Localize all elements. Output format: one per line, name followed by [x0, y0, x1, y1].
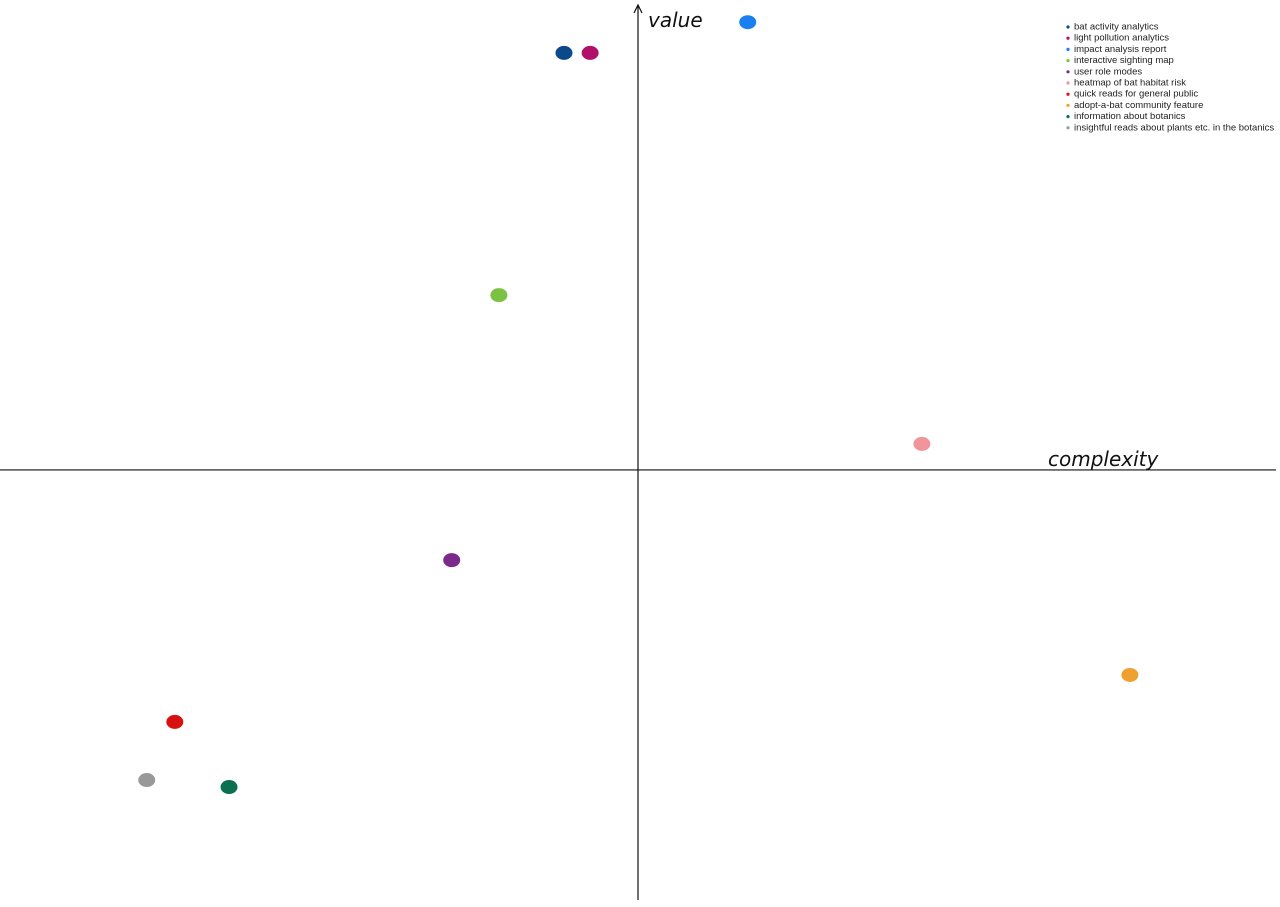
- points: [138, 15, 1139, 795]
- legend-marker: [1066, 126, 1070, 130]
- legend-marker: [1066, 47, 1070, 52]
- point: [555, 45, 573, 60]
- point: [443, 553, 461, 568]
- legend-label: adopt-a-bat community feature: [1074, 100, 1203, 111]
- legend-label: bat activity analytics: [1074, 22, 1159, 33]
- point: [166, 714, 184, 729]
- point: [739, 15, 757, 30]
- point: [581, 45, 599, 60]
- legend-label: quick reads for general public: [1074, 89, 1198, 100]
- point: [138, 773, 156, 788]
- legend-marker: [1066, 70, 1070, 74]
- point: [913, 436, 931, 451]
- axes: value complexity: [0, 3, 1276, 900]
- legend-label: heatmap of bat habitat risk: [1074, 78, 1186, 89]
- legend-label: user role modes: [1074, 66, 1142, 77]
- legend-label: information about botanics: [1074, 111, 1186, 122]
- legend-marker: [1066, 25, 1070, 29]
- point: [490, 288, 508, 303]
- legend-marker: [1066, 115, 1070, 119]
- point: [1121, 667, 1139, 682]
- y-axis-arrow: [633, 3, 643, 14]
- y-axis-title: value: [648, 8, 703, 32]
- legend-marker: [1066, 36, 1070, 40]
- legend-marker: [1066, 59, 1070, 63]
- point: [220, 780, 238, 795]
- x-axis-title: complexity: [1048, 447, 1160, 471]
- legend-label: impact analysis report: [1074, 44, 1167, 55]
- legend-label: interactive sighting map: [1074, 55, 1174, 66]
- legend-marker: [1066, 81, 1070, 85]
- legend-label: insightful reads about plants etc. in th…: [1074, 122, 1274, 133]
- legend-label: light pollution analytics: [1074, 33, 1169, 44]
- legend-marker: [1066, 92, 1070, 96]
- legend-marker: [1066, 103, 1070, 107]
